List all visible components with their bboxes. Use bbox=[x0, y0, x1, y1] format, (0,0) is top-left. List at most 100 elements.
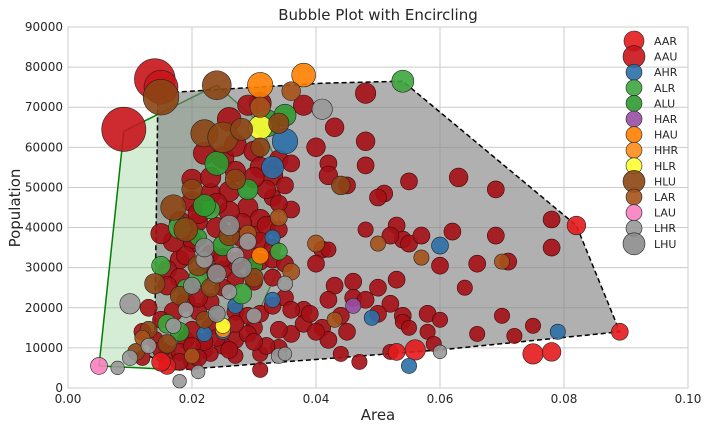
bubble-point bbox=[494, 307, 510, 324]
bubble-point bbox=[369, 278, 387, 297]
bubble-point bbox=[542, 210, 561, 229]
bubble-ahr bbox=[264, 291, 281, 308]
bubble-ahr bbox=[401, 357, 417, 374]
bubble-point bbox=[432, 311, 448, 328]
bubble-hlu bbox=[230, 117, 253, 141]
y-tick-label: 40000 bbox=[25, 221, 63, 235]
x-tick-label: 0.10 bbox=[675, 392, 702, 406]
legend-label-hlr: HLR bbox=[654, 160, 676, 173]
bubble-alr bbox=[391, 69, 415, 93]
bubble-lhu bbox=[207, 264, 227, 284]
legend-marker-lar bbox=[625, 188, 643, 206]
bubble-point bbox=[252, 361, 269, 378]
legend-label-alu: ALU bbox=[654, 97, 675, 110]
bubble-lar bbox=[184, 347, 200, 364]
bubble-point bbox=[306, 137, 326, 157]
bubble-aar bbox=[566, 215, 587, 236]
bubble-point bbox=[220, 341, 238, 359]
bubble-point bbox=[469, 325, 486, 342]
bubble-point bbox=[276, 176, 294, 195]
bubble-lau bbox=[90, 357, 108, 375]
bubble-point bbox=[381, 294, 400, 313]
legend-marker-alu bbox=[625, 95, 643, 112]
bubble-aar bbox=[522, 343, 544, 365]
bubble-hlu bbox=[202, 70, 232, 100]
legend-label-hlu: HLU bbox=[654, 175, 676, 188]
bubble-point bbox=[245, 333, 263, 351]
bubble-lhr bbox=[432, 344, 448, 360]
bubble-lhr bbox=[119, 293, 141, 315]
bubble-point bbox=[369, 188, 387, 207]
legend-label-hau: HAU bbox=[654, 129, 678, 142]
bubble-hlu bbox=[331, 175, 351, 196]
legend-marker-ahr bbox=[625, 63, 643, 81]
bubble-hlu bbox=[144, 273, 166, 295]
bubble-alu bbox=[204, 151, 230, 176]
bubble-hau bbox=[291, 62, 316, 88]
bubble-point bbox=[355, 131, 376, 151]
bubble-point bbox=[300, 304, 319, 323]
legend-label-aar: AAR bbox=[654, 35, 677, 48]
bubble-ahr bbox=[549, 323, 566, 340]
bubble-ahr bbox=[261, 156, 284, 179]
bubble-point bbox=[324, 117, 345, 137]
legend: AAR AAU AHR ALR ALU HAR HAU HHR HLR HLU LAR LAU LHR L… bbox=[622, 30, 679, 256]
bubble-lhu bbox=[183, 276, 201, 295]
bubble-point bbox=[525, 317, 541, 334]
bubble-point bbox=[282, 300, 301, 319]
bubble-point bbox=[332, 345, 349, 362]
bubble-lhr bbox=[191, 364, 206, 380]
bubble-point bbox=[282, 154, 301, 173]
bubble-point bbox=[542, 238, 561, 257]
bubble-aar bbox=[151, 352, 171, 372]
legend-marker-lau bbox=[625, 204, 643, 221]
bubble-lhr bbox=[177, 301, 194, 318]
bubble-aau bbox=[101, 106, 147, 152]
bubble-hlu bbox=[173, 217, 199, 242]
bubble-point bbox=[150, 223, 172, 245]
bubble-lar bbox=[281, 81, 301, 101]
bubble-lhr bbox=[277, 275, 293, 292]
bubble-lar bbox=[326, 311, 343, 328]
bubble-hlu bbox=[142, 79, 180, 116]
bubble-aar bbox=[387, 343, 406, 361]
bubble-point bbox=[319, 331, 338, 349]
bubble-point bbox=[468, 254, 487, 273]
bubble-lhr bbox=[239, 232, 257, 251]
bubble-lhu bbox=[208, 304, 226, 323]
legend-label-har: HAR bbox=[654, 113, 678, 126]
bubble-hlu bbox=[181, 178, 203, 200]
bubble-hlu bbox=[250, 137, 270, 157]
bubble-lhu bbox=[218, 215, 240, 237]
y-axis-label: Population bbox=[6, 169, 24, 248]
bubble-aar bbox=[610, 322, 629, 341]
x-tick-label: 0.02 bbox=[179, 392, 206, 406]
bubble-ahr bbox=[431, 236, 449, 255]
bubble-lhu bbox=[194, 237, 215, 258]
legend-label-lau: LAU bbox=[654, 207, 676, 220]
bubble-hau bbox=[247, 72, 274, 99]
bubble-lar bbox=[413, 249, 430, 266]
bubble-lhr bbox=[277, 346, 293, 362]
bubble-point bbox=[338, 322, 356, 341]
bubble-point bbox=[387, 270, 406, 289]
bubble-alr bbox=[269, 242, 288, 261]
bubble-lhr bbox=[165, 317, 182, 334]
bubble-point bbox=[401, 319, 417, 336]
bubble-lhr bbox=[311, 98, 333, 120]
bubble-point bbox=[307, 322, 325, 341]
legend-label-lhr: LHR bbox=[654, 222, 676, 235]
bubble-point bbox=[431, 256, 449, 275]
legend-marker-lhu bbox=[622, 232, 646, 256]
y-tick-label: 0 bbox=[55, 381, 63, 395]
bubble-hlu bbox=[268, 112, 290, 134]
bubble-lar bbox=[269, 208, 288, 227]
bubble-lhr bbox=[140, 337, 157, 354]
y-tick-label: 20000 bbox=[25, 301, 63, 315]
legend-label-lhu: LHU bbox=[654, 238, 676, 251]
bubble-point bbox=[356, 156, 375, 175]
bubble-point bbox=[319, 290, 338, 309]
y-tick-label: 80000 bbox=[25, 60, 63, 74]
bubble-hau bbox=[251, 246, 270, 265]
